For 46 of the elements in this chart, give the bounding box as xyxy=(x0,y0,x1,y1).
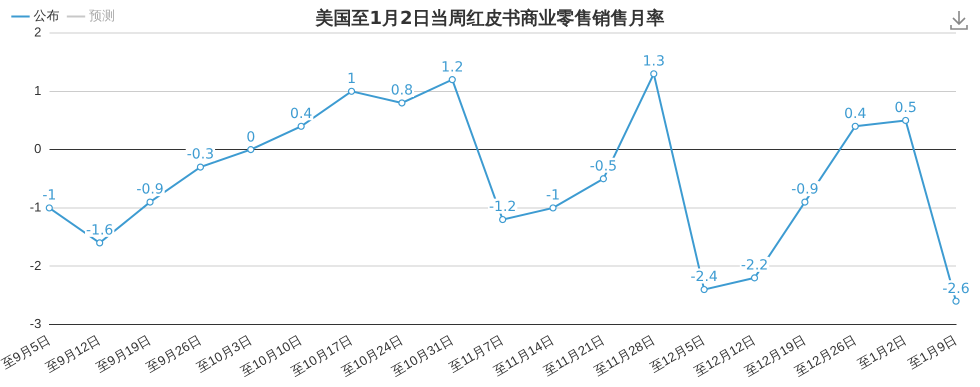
data-label: -2.6 xyxy=(942,280,970,297)
point xyxy=(499,216,506,224)
data-label: -0.5 xyxy=(590,158,618,174)
point xyxy=(549,204,557,212)
data-label: 1.2 xyxy=(441,59,464,76)
legend-label: 预测 xyxy=(89,8,115,24)
y-tick-label: 0 xyxy=(34,141,42,156)
point xyxy=(852,122,859,130)
data-label: -0.9 xyxy=(791,182,819,198)
data-label: 1.3 xyxy=(642,53,665,70)
point xyxy=(348,88,356,95)
data-label: -1.6 xyxy=(86,222,114,239)
data-label: -1.2 xyxy=(488,199,516,216)
data-label: 1 xyxy=(347,70,356,87)
point xyxy=(952,298,960,305)
y-tick-label: 1 xyxy=(34,82,42,98)
point xyxy=(448,76,456,84)
point xyxy=(650,70,658,78)
point xyxy=(298,122,305,130)
point xyxy=(146,198,154,206)
chart-title: 美国至1月2日当周红皮书商业零售销售月率 xyxy=(315,8,665,29)
y-tick-label: -2 xyxy=(30,258,42,273)
data-label: -0.9 xyxy=(136,182,164,198)
point xyxy=(247,146,254,154)
data-label: -2.2 xyxy=(740,258,768,274)
legend-label: 公布 xyxy=(34,8,60,24)
data-label: 0 xyxy=(246,129,256,146)
point xyxy=(600,175,607,182)
y-tick-label: -3 xyxy=(30,316,42,332)
point xyxy=(902,116,910,124)
data-label: -2.4 xyxy=(690,269,718,286)
data-label: 0.4 xyxy=(290,106,312,122)
point xyxy=(46,204,53,212)
point xyxy=(96,239,104,246)
data-label: 0.8 xyxy=(390,82,414,99)
point xyxy=(700,286,708,294)
point xyxy=(398,99,406,107)
point xyxy=(750,274,758,282)
y-tick-label: 2 xyxy=(34,24,42,40)
point xyxy=(801,198,808,206)
data-label: 0.4 xyxy=(844,106,866,122)
point xyxy=(196,164,204,171)
data-label: 0.5 xyxy=(894,100,917,116)
data-label: -1 xyxy=(546,188,560,204)
data-label: -0.3 xyxy=(186,146,214,163)
y-tick-label: -1 xyxy=(30,199,42,214)
